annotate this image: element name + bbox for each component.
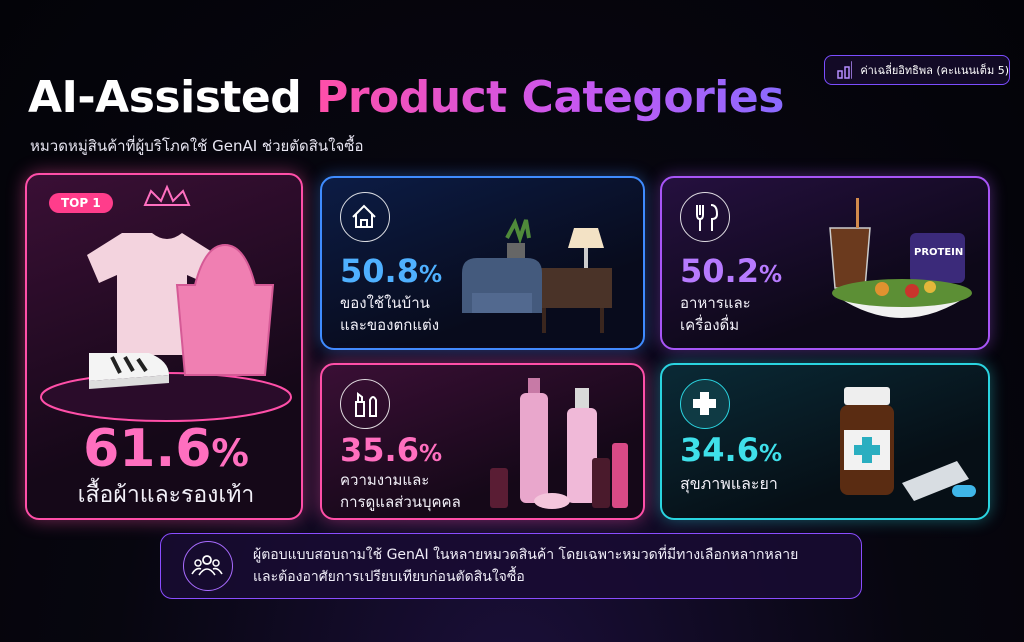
subtitle: หมวดหมู่สินค้าที่ผู้บริโภคใช้ GenAI ช่วย… bbox=[30, 137, 364, 155]
unit: % bbox=[758, 262, 783, 288]
card-value: 50.2% bbox=[680, 252, 782, 290]
label-line: เสื้อผ้าและรองเท้า bbox=[77, 482, 255, 508]
home-icon bbox=[340, 192, 390, 242]
beauty-illustration bbox=[490, 378, 628, 509]
value: 50.2 bbox=[680, 252, 759, 290]
card-label: ความงามและการดูแลส่วนบุคคล bbox=[340, 469, 461, 513]
card-home: 50.8% ของใช้ในบ้านและของตกแต่ง bbox=[320, 176, 645, 350]
label-line: สุขภาพและยา bbox=[680, 474, 778, 493]
unit: % bbox=[758, 441, 783, 467]
title: AI-Assisted Product Categories bbox=[28, 72, 784, 123]
value: 34.6 bbox=[680, 431, 759, 469]
label-line: ความงามและ bbox=[340, 471, 430, 489]
food-icon bbox=[680, 192, 730, 242]
people-icon bbox=[183, 541, 233, 591]
bar-icon bbox=[837, 61, 853, 79]
title-highlight: Product Categories bbox=[316, 72, 784, 123]
svg-text:PROTEIN: PROTEIN bbox=[914, 247, 963, 258]
legend-badge: ค่าเฉลี่ยอิทธิพล (คะแนนเต็ม 5) bbox=[824, 55, 1010, 85]
card-beauty: 35.6% ความงามและการดูแลส่วนบุคคล bbox=[320, 363, 645, 520]
label-line: และของตกแต่ง bbox=[340, 316, 440, 334]
card-clothing: TOP 1 61.6% เสื้อผ้าและรองเท้า bbox=[25, 173, 303, 520]
label-line: เครื่องดื่ม bbox=[680, 316, 740, 334]
card-food: PROTEIN 50.2% อาหารและเครื่องดื่ม bbox=[660, 176, 990, 350]
beauty-icon bbox=[340, 379, 390, 429]
card-label: สุขภาพและยา bbox=[680, 473, 778, 495]
food-illustration: PROTEIN bbox=[829, 198, 972, 318]
top-badge: TOP 1 bbox=[49, 193, 113, 213]
unit: % bbox=[418, 262, 443, 288]
unit: % bbox=[418, 441, 443, 467]
label-line: อาหารและ bbox=[680, 294, 751, 312]
label-line: การดูแลส่วนบุคคล bbox=[340, 493, 461, 511]
value: 50.8 bbox=[340, 252, 419, 290]
card-value: 35.6% bbox=[340, 431, 442, 469]
footer-line: และต้องอาศัยการเปรียบเทียบก่อนตัดสินใจซื… bbox=[253, 569, 525, 585]
footer-line: ผู้ตอบแบบสอบถามใช้ GenAI ในหลายหมวดสินค้… bbox=[253, 547, 799, 563]
card-label: เสื้อผ้าและรองเท้า bbox=[27, 481, 301, 509]
card-health: 34.6% สุขภาพและยา bbox=[660, 363, 990, 520]
card-label: อาหารและเครื่องดื่ม bbox=[680, 292, 751, 336]
clothing-illustration bbox=[40, 184, 292, 422]
card-value: 61.6% bbox=[27, 419, 301, 479]
home-illustration bbox=[462, 217, 612, 333]
legend-note: ค่าเฉลี่ยอิทธิพล (คะแนนเต็ม 5) bbox=[860, 64, 1009, 77]
footer-text: ผู้ตอบแบบสอบถามใช้ GenAI ในหลายหมวดสินค้… bbox=[253, 544, 798, 588]
card-value: 34.6% bbox=[680, 431, 782, 469]
health-illustration bbox=[840, 387, 976, 501]
title-lead: AI-Assisted bbox=[28, 72, 302, 123]
card-label: ของใช้ในบ้านและของตกแต่ง bbox=[340, 292, 439, 336]
value: 61.6 bbox=[83, 419, 212, 479]
unit: % bbox=[211, 431, 249, 475]
footer-note: ผู้ตอบแบบสอบถามใช้ GenAI ในหลายหมวดสินค้… bbox=[160, 533, 862, 599]
label-line: ของใช้ในบ้าน bbox=[340, 294, 430, 312]
value: 35.6 bbox=[340, 431, 419, 469]
card-value: 50.8% bbox=[340, 252, 442, 290]
health-icon bbox=[680, 379, 730, 429]
